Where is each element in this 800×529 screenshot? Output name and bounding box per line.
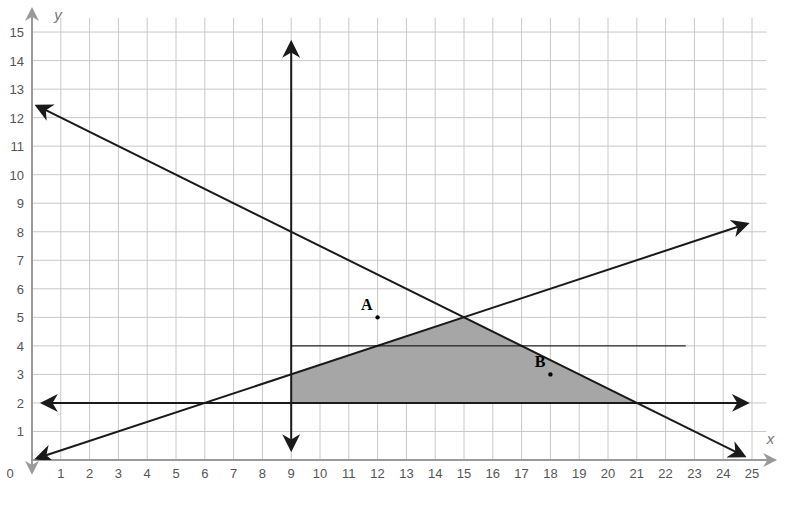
x-tick-label: 11 <box>342 466 356 481</box>
grid-line-y <box>32 345 766 346</box>
y-tick-label: 12 <box>10 111 24 126</box>
x-tick-label: 1 <box>57 466 64 481</box>
chart: 0123456789101112131415161718192021222324… <box>0 0 800 529</box>
boundary-line <box>44 402 747 404</box>
grid-line-y <box>32 146 766 147</box>
y-tick-label: 8 <box>17 225 24 240</box>
feasible-region <box>291 317 637 403</box>
x-tick-label: 17 <box>514 466 528 481</box>
x-tick-label: 21 <box>630 466 644 481</box>
x-tick-label: 7 <box>230 466 237 481</box>
x-tick-label: 10 <box>313 466 327 481</box>
grid-line-x <box>723 18 724 460</box>
y-tick-label: 9 <box>17 196 24 211</box>
point-labels: AB <box>361 296 546 370</box>
x-tick-label: 12 <box>370 466 384 481</box>
y-tick-label: 2 <box>17 396 24 411</box>
x-tick-label: 24 <box>716 466 730 481</box>
tick-labels: 0123456789101112131415161718192021222324… <box>6 25 759 481</box>
x-tick-label: 8 <box>259 466 266 481</box>
x-tick-label: 22 <box>658 466 672 481</box>
point-label: B <box>535 353 546 370</box>
grid-line-x <box>262 18 263 460</box>
x-tick-label: 25 <box>745 466 759 481</box>
grid-line-x <box>204 18 205 460</box>
y-tick-label: 4 <box>17 339 24 354</box>
x-tick-label: 3 <box>115 466 122 481</box>
grid-line-x <box>60 18 61 460</box>
grid-line-x <box>118 18 119 460</box>
point <box>375 315 379 319</box>
y-tick-label: 6 <box>17 282 24 297</box>
background <box>0 0 800 529</box>
x-tick-label: 16 <box>486 466 500 481</box>
grid-line-y <box>32 89 766 90</box>
x-tick-label: 13 <box>399 466 413 481</box>
grid-line-y <box>32 117 766 118</box>
boundary-line <box>38 224 746 458</box>
grid-line-x <box>636 18 637 460</box>
x-tick-label: 9 <box>288 466 295 481</box>
plot-area <box>38 43 746 458</box>
grid-line-y <box>32 317 766 318</box>
x-tick-label: 20 <box>601 466 615 481</box>
grid-line-x <box>291 18 292 460</box>
grid-line-y <box>32 32 766 33</box>
grid-line-x <box>89 18 90 460</box>
x-tick-label: 19 <box>572 466 586 481</box>
grid-line-y <box>32 231 766 232</box>
grid <box>32 18 766 460</box>
grid-line-y <box>32 60 766 61</box>
grid-line-x <box>176 18 177 460</box>
y-tick-label: 5 <box>17 310 24 325</box>
grid-line-y <box>32 431 766 432</box>
grid-line-x <box>694 18 695 460</box>
grid-line-x <box>752 18 753 460</box>
grid-line-y <box>32 288 766 289</box>
x-tick-label: 2 <box>86 466 93 481</box>
x-tick-label: 0 <box>6 466 13 481</box>
point <box>548 372 552 376</box>
y-axis <box>31 10 33 472</box>
y-tick-label: 15 <box>10 25 24 40</box>
x-axis <box>32 459 774 461</box>
grid-line-x <box>147 18 148 460</box>
y-tick-label: 13 <box>10 82 24 97</box>
x-tick-label: 23 <box>687 466 701 481</box>
y-tick-label: 11 <box>11 139 25 154</box>
x-tick-label: 5 <box>172 466 179 481</box>
x-tick-label: 4 <box>144 466 151 481</box>
point-label: A <box>361 296 373 313</box>
x-tick-label: 6 <box>201 466 208 481</box>
y-axis-label: y <box>53 6 63 23</box>
x-tick-label: 14 <box>428 466 442 481</box>
y-tick-label: 14 <box>10 54 24 69</box>
grid-line-y <box>32 260 766 261</box>
y-tick-label: 1 <box>17 424 24 439</box>
y-tick-label: 10 <box>10 168 24 183</box>
grid-line-y <box>32 203 766 204</box>
grid-line-y <box>32 174 766 175</box>
y-tick-label: 3 <box>17 367 24 382</box>
x-axis-label: x <box>766 430 775 447</box>
boundary-line <box>38 106 744 455</box>
y-tick-label: 7 <box>17 253 24 268</box>
reference-line <box>291 345 686 346</box>
x-tick-label: 15 <box>457 466 471 481</box>
axes <box>32 10 774 472</box>
boundary-line <box>290 43 292 448</box>
x-tick-label: 18 <box>543 466 557 481</box>
grid-line-y <box>32 402 766 403</box>
grid-line-x <box>665 18 666 460</box>
